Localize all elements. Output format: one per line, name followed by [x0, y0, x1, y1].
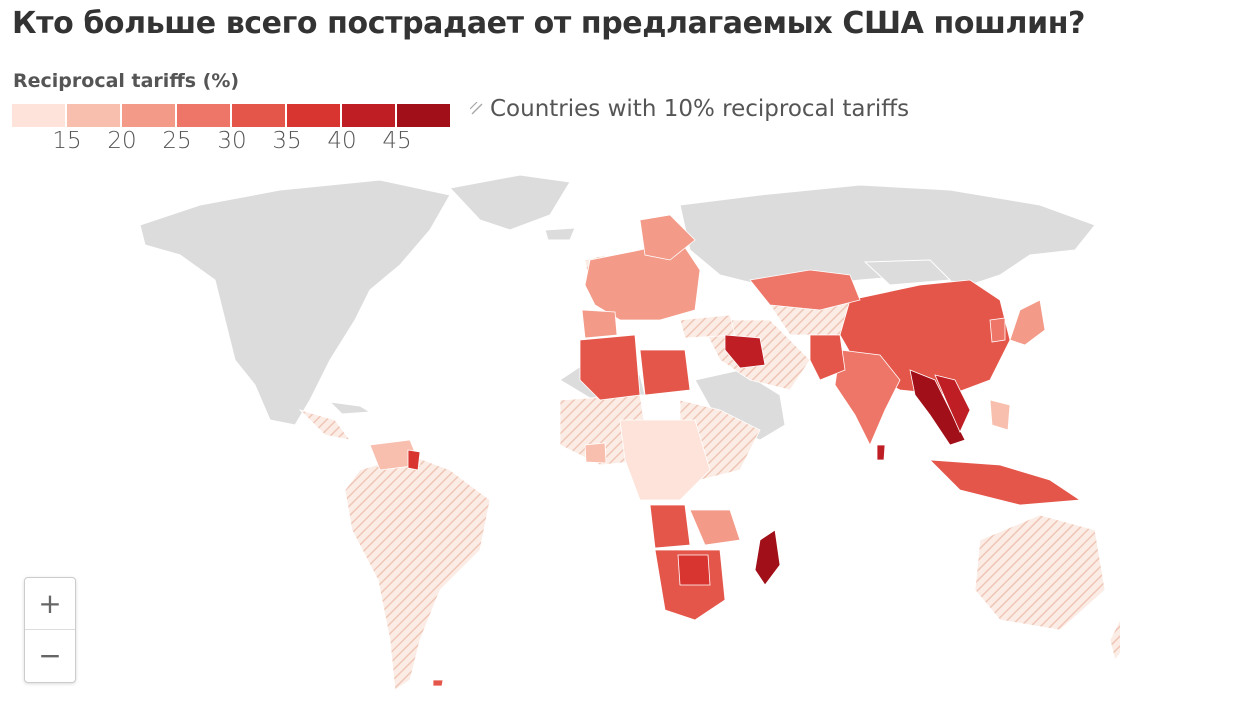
zoom-control: + −	[24, 577, 76, 683]
korea	[989, 317, 1006, 343]
legend-tick: 30	[217, 128, 247, 154]
color-scale	[12, 104, 452, 127]
japan	[1009, 299, 1046, 346]
central-africa	[619, 419, 711, 501]
iceland	[544, 227, 576, 241]
guyana	[407, 449, 421, 471]
legend-swatch	[177, 104, 230, 127]
hatch-legend-label: Countries with 10% reciprocal tariffs	[490, 96, 910, 122]
legend-swatch	[122, 104, 175, 127]
mongolia-area	[863, 259, 952, 286]
unaffected-regions	[139, 174, 1096, 441]
legend-tick: 45	[382, 128, 412, 154]
australia	[974, 514, 1106, 631]
color-scale-ticks: 15 20 25 30 35 40 45	[12, 128, 452, 158]
south-america	[344, 454, 491, 691]
turkey	[679, 314, 736, 339]
greenland	[449, 174, 571, 231]
sri-lanka	[876, 444, 886, 461]
caribbean	[328, 401, 372, 415]
russia	[679, 184, 1096, 286]
legend-title: Reciprocal tariffs (%)	[13, 70, 240, 92]
syria-iraq	[724, 334, 766, 369]
legend-tick: 20	[107, 128, 137, 154]
angola	[649, 504, 691, 549]
legend-swatch	[397, 104, 450, 127]
legend-tick: 25	[162, 128, 192, 154]
cote-ivoire	[584, 442, 607, 464]
north-america	[139, 179, 451, 426]
philippines	[989, 399, 1011, 431]
legend-tick: 40	[327, 128, 357, 154]
legend-tick: 15	[52, 128, 82, 154]
iberia	[581, 309, 618, 339]
legend-swatch	[232, 104, 285, 127]
legend-swatch	[12, 104, 65, 127]
hatch-icon	[470, 102, 483, 115]
chart-title: Кто больше всего пострадает от предлагае…	[12, 6, 1086, 41]
tariff-regions	[369, 214, 1082, 687]
legend-swatch	[342, 104, 395, 127]
guyana-venezuela	[369, 439, 421, 471]
new-zealand	[1109, 619, 1120, 661]
legend-tick: 35	[272, 128, 302, 154]
algeria	[579, 334, 641, 401]
namibia-zambia	[689, 509, 741, 546]
falklands	[432, 679, 444, 687]
libya	[639, 349, 691, 396]
zoom-in-button[interactable]: +	[38, 587, 62, 620]
zoom-out-button[interactable]: −	[25, 629, 75, 681]
hatch-legend: Countries with 10% reciprocal tariffs	[470, 96, 909, 122]
botswana	[677, 554, 711, 586]
legend-swatch	[287, 104, 340, 127]
madagascar	[754, 529, 781, 586]
southeast-asia	[909, 369, 966, 446]
europe	[584, 239, 701, 321]
central-america	[298, 409, 351, 441]
legend-swatch	[67, 104, 120, 127]
vietnam-laos	[934, 374, 971, 433]
scandinavia	[639, 214, 696, 261]
indonesia	[928, 459, 1082, 506]
india	[834, 349, 901, 446]
pakistan	[809, 334, 846, 381]
world-map[interactable]	[120, 170, 1120, 700]
kazakhstan	[749, 269, 861, 311]
